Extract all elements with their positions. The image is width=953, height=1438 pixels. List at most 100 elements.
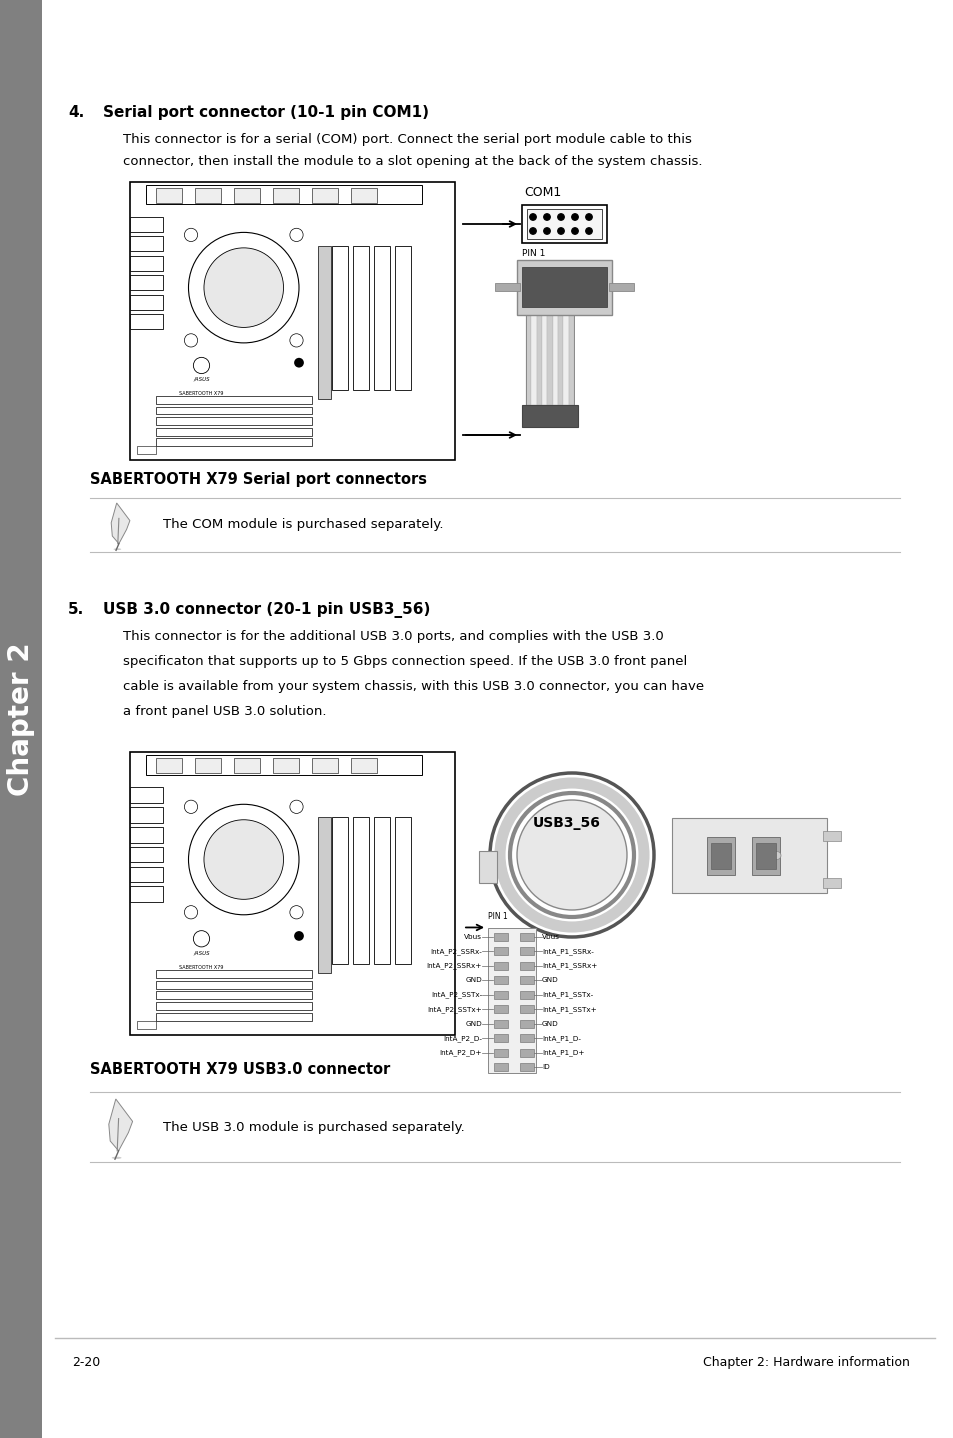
Bar	[521, 406, 578, 427]
Bar	[353, 817, 369, 965]
Bar	[156, 991, 312, 999]
Bar	[568, 315, 574, 406]
Bar	[537, 315, 541, 406]
Text: PIN 1: PIN 1	[521, 249, 545, 257]
Bar	[519, 1005, 534, 1014]
Circle shape	[189, 233, 298, 342]
Bar	[755, 843, 775, 869]
Bar	[494, 962, 507, 971]
Bar	[130, 313, 162, 329]
Circle shape	[571, 214, 578, 220]
Text: 5.: 5.	[68, 603, 84, 617]
Bar	[331, 246, 348, 391]
Text: GND: GND	[541, 1021, 558, 1027]
Text: IntA_P2_SSTx-: IntA_P2_SSTx-	[431, 992, 481, 998]
Text: connector, then install the module to a slot opening at the back of the system c: connector, then install the module to a …	[123, 155, 701, 168]
Text: COM1: COM1	[523, 186, 560, 198]
Bar	[710, 843, 730, 869]
Circle shape	[290, 906, 303, 919]
Bar	[130, 886, 162, 902]
Polygon shape	[109, 1099, 132, 1150]
Text: This connector is for the additional USB 3.0 ports, and complies with the USB 3.: This connector is for the additional USB…	[123, 630, 663, 643]
Circle shape	[189, 804, 298, 915]
Bar	[194, 758, 221, 774]
Bar	[478, 851, 497, 883]
Bar	[494, 1064, 507, 1071]
Text: IntA_P1_D-: IntA_P1_D-	[541, 1035, 580, 1043]
Bar	[374, 817, 390, 965]
Bar	[156, 981, 312, 988]
Bar	[494, 933, 507, 940]
Bar	[156, 395, 312, 404]
Bar	[312, 758, 337, 774]
Bar	[130, 847, 162, 863]
Text: SABERTOOTH X79: SABERTOOTH X79	[179, 391, 223, 395]
Circle shape	[193, 358, 210, 374]
Circle shape	[571, 227, 578, 234]
Bar	[494, 948, 507, 955]
Text: /ASUS: /ASUS	[193, 377, 210, 383]
Bar	[156, 758, 182, 774]
Text: Chapter 2: Chapter 2	[7, 643, 35, 795]
Bar	[353, 246, 369, 391]
Bar	[706, 837, 734, 874]
Bar	[312, 187, 337, 203]
Circle shape	[184, 334, 197, 347]
Bar	[156, 427, 312, 436]
Circle shape	[517, 800, 626, 910]
Text: GND: GND	[465, 1021, 481, 1027]
Bar	[519, 991, 534, 999]
Bar	[130, 752, 455, 1035]
Bar	[519, 976, 534, 985]
Circle shape	[543, 214, 550, 220]
Bar	[136, 1021, 156, 1030]
Text: GND: GND	[465, 978, 481, 984]
Text: IntA_P1_SSTx-: IntA_P1_SSTx-	[541, 992, 593, 998]
Text: Vbus: Vbus	[541, 935, 559, 940]
Ellipse shape	[113, 548, 121, 551]
Bar	[517, 260, 612, 315]
Text: Serial port connector (10-1 pin COM1): Serial port connector (10-1 pin COM1)	[103, 105, 429, 119]
Text: The COM module is purchased separately.: The COM module is purchased separately.	[163, 519, 443, 532]
Bar	[519, 933, 534, 940]
Text: SABERTOOTH X79 Serial port connectors: SABERTOOTH X79 Serial port connectors	[90, 472, 427, 487]
Bar	[136, 446, 156, 454]
Bar	[156, 1002, 312, 1009]
Text: Vbus: Vbus	[463, 935, 481, 940]
Bar	[130, 788, 162, 802]
Bar	[671, 818, 826, 893]
Text: IntA_P2_SSTx+: IntA_P2_SSTx+	[427, 1007, 481, 1012]
Bar	[519, 948, 534, 955]
Bar	[519, 1020, 534, 1028]
Bar	[547, 315, 552, 406]
Bar	[495, 283, 519, 292]
Circle shape	[204, 247, 283, 328]
Bar	[273, 187, 298, 203]
Bar	[541, 315, 547, 406]
Text: SABERTOOTH X79: SABERTOOTH X79	[179, 965, 223, 969]
Bar	[130, 217, 162, 232]
Text: cable is available from your system chassis, with this USB 3.0 connector, you ca: cable is available from your system chas…	[123, 680, 703, 693]
Text: IntA_P2_D+: IntA_P2_D+	[439, 1050, 481, 1057]
Circle shape	[184, 800, 197, 814]
Bar	[494, 1048, 507, 1057]
Bar	[562, 315, 568, 406]
Bar	[331, 817, 348, 965]
Bar	[488, 928, 536, 1073]
Circle shape	[184, 906, 197, 919]
Bar	[146, 755, 422, 775]
Polygon shape	[112, 503, 130, 544]
Bar	[130, 236, 162, 252]
Bar	[0, 0, 42, 1438]
Text: IntA_P2_D-: IntA_P2_D-	[442, 1035, 481, 1043]
Text: PIN 1: PIN 1	[488, 912, 507, 920]
Bar	[395, 817, 411, 965]
Bar	[156, 187, 182, 203]
Bar	[130, 807, 162, 823]
Bar	[130, 867, 162, 881]
Text: USB 3.0 connector (20-1 pin USB3_56): USB 3.0 connector (20-1 pin USB3_56)	[103, 603, 430, 618]
Bar	[558, 315, 562, 406]
Text: 2-20: 2-20	[71, 1356, 100, 1369]
Ellipse shape	[112, 1156, 121, 1159]
Circle shape	[290, 800, 303, 814]
